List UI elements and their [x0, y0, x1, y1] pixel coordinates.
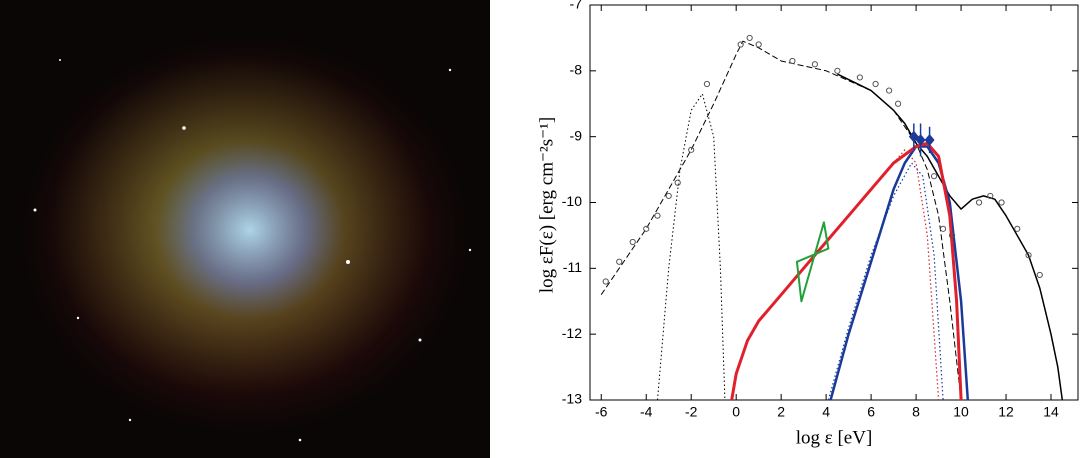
data-point	[654, 212, 661, 219]
x-tick-label: -6	[595, 404, 608, 420]
y-tick-label: -10	[562, 193, 582, 209]
data-point	[643, 225, 650, 232]
x-tick-label: 6	[867, 404, 875, 420]
data-point	[894, 100, 902, 107]
curve	[837, 73, 1064, 400]
data-point	[629, 238, 636, 246]
data-point	[674, 179, 681, 186]
data-point	[885, 87, 893, 94]
y-tick-label: -9	[570, 127, 583, 143]
x-tick-label: -4	[640, 404, 653, 420]
data-point	[856, 74, 863, 81]
plot-area	[600, 34, 1064, 400]
y-tick-label: -8	[570, 62, 583, 78]
curve	[600, 40, 962, 400]
data-point	[1036, 271, 1043, 279]
data-point	[755, 41, 762, 48]
y-axis-label: log εF(ε) [erg cm⁻²s⁻¹]	[536, 117, 557, 293]
data-point	[665, 192, 672, 200]
curve	[893, 149, 940, 400]
diamond-point	[915, 133, 926, 146]
y-tick-label: -7	[570, 0, 583, 12]
curve	[827, 162, 944, 400]
data-point	[872, 80, 879, 88]
curve	[829, 145, 970, 400]
data-point	[1025, 252, 1032, 259]
x-tick-label: 4	[822, 404, 830, 420]
nebula-art	[20, 35, 472, 442]
data-point	[703, 80, 711, 88]
curve	[657, 93, 726, 400]
y-tick-label: -13	[562, 391, 582, 407]
data-point	[789, 57, 796, 65]
x-tick-label: 14	[1043, 404, 1059, 420]
curve	[730, 141, 963, 400]
y-tick-label: -11	[563, 259, 582, 275]
data-point	[998, 199, 1005, 206]
data-point	[688, 146, 695, 153]
data-point	[602, 278, 609, 285]
data-point	[939, 225, 947, 232]
x-tick-label: 2	[777, 404, 785, 420]
x-tick-label: 10	[953, 404, 969, 420]
blue-core	[155, 140, 345, 320]
x-axis-label: log ε [eV]	[796, 427, 873, 448]
data-point	[930, 173, 938, 180]
x-tick-label: 0	[732, 404, 740, 420]
data-point	[987, 192, 994, 200]
data-point	[834, 67, 841, 74]
x-tick-label: -2	[685, 404, 698, 420]
plot-frame	[589, 4, 1079, 401]
data-point	[811, 61, 818, 68]
data-point	[948, 232, 956, 239]
x-tick-label: 12	[998, 404, 1014, 420]
diamond-point	[924, 133, 935, 146]
stars	[33, 59, 472, 442]
nebula-image	[0, 0, 490, 458]
y-tick-label: -12	[562, 325, 582, 341]
data-point	[616, 258, 623, 265]
data-point	[746, 34, 753, 42]
data-point	[737, 41, 744, 48]
x-tick-label: 8	[912, 404, 920, 420]
data-point	[1014, 225, 1021, 232]
bowtie	[795, 221, 830, 303]
data-point	[975, 199, 983, 206]
